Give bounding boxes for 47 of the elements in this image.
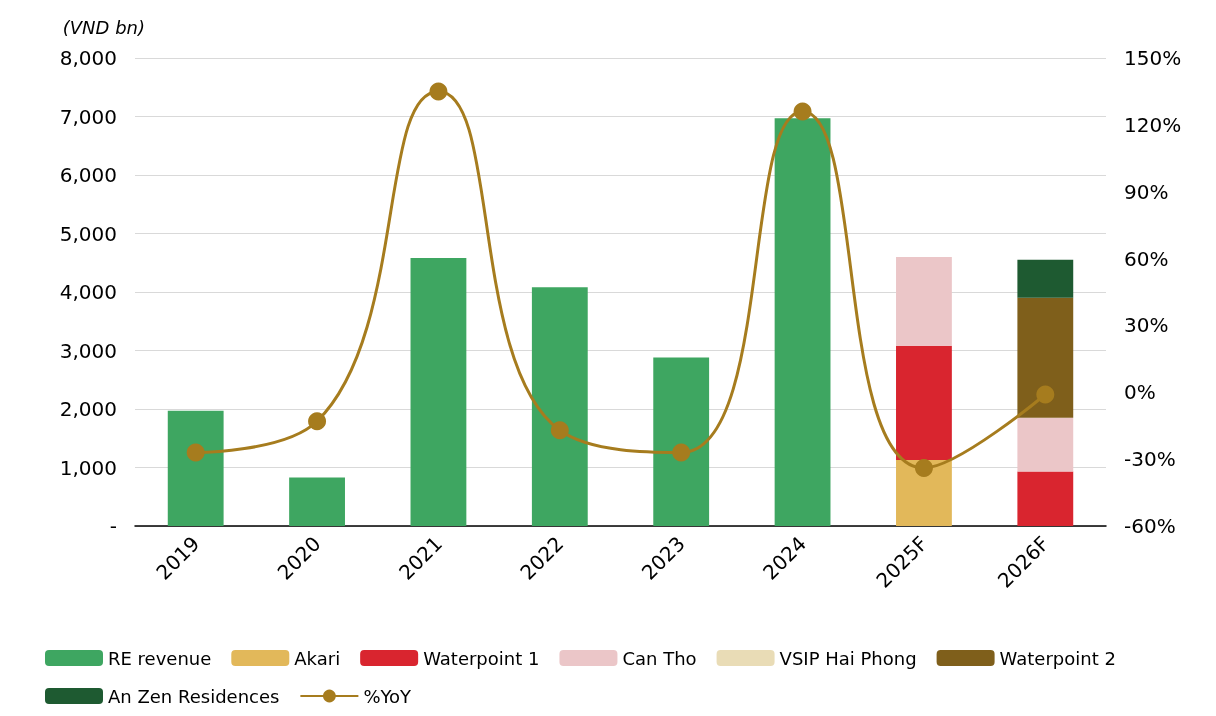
bar bbox=[774, 118, 831, 526]
y-tick-label: 7,000 bbox=[59, 104, 117, 129]
y2-tick-label: 30% bbox=[1124, 313, 1169, 338]
y-tick-label: 5,000 bbox=[59, 221, 117, 246]
y2-tick-label: -30% bbox=[1124, 447, 1176, 472]
point bbox=[793, 102, 812, 121]
y-axis-title: (VND bn) bbox=[62, 16, 145, 38]
bar bbox=[167, 410, 224, 526]
point bbox=[672, 443, 691, 462]
bar bbox=[653, 357, 710, 526]
legend-label: Waterpoint 1 bbox=[423, 647, 540, 669]
bar bbox=[410, 258, 467, 526]
bar bbox=[1017, 259, 1074, 298]
y-tick-label: 4,000 bbox=[59, 280, 117, 304]
y-tick-label: 1,000 bbox=[59, 455, 117, 480]
point bbox=[550, 421, 569, 440]
y-tick-label: 8,000 bbox=[59, 46, 117, 70]
bar bbox=[531, 287, 588, 526]
y2-tick-label: 150% bbox=[1124, 46, 1182, 70]
point bbox=[914, 459, 933, 478]
legend-label: RE revenue bbox=[108, 647, 212, 669]
legend-label: An Zen Residences bbox=[108, 685, 280, 707]
y-tick-label: 2,000 bbox=[59, 397, 117, 421]
y-tick-label: 6,000 bbox=[59, 163, 117, 187]
bar bbox=[1017, 471, 1074, 526]
bar bbox=[1017, 297, 1074, 418]
point bbox=[186, 443, 205, 462]
point bbox=[429, 82, 448, 101]
bar bbox=[1017, 417, 1074, 472]
bar bbox=[896, 459, 952, 526]
y-tick-label: - bbox=[109, 514, 117, 538]
y-tick-label: 3,000 bbox=[59, 338, 117, 363]
legend-label: Waterpoint 2 bbox=[999, 647, 1116, 669]
y2-tick-label: 60% bbox=[1124, 246, 1169, 271]
y2-tick-label: 90% bbox=[1124, 179, 1169, 204]
y2-tick-label: 120% bbox=[1124, 112, 1182, 137]
bar bbox=[896, 345, 952, 460]
legend-label: VSIP Hai Phong bbox=[779, 647, 917, 669]
point bbox=[308, 412, 327, 431]
legend-label: Can Tho bbox=[622, 647, 697, 669]
y2-tick-label: -60% bbox=[1124, 514, 1176, 538]
point bbox=[1036, 385, 1055, 404]
legend-label: %YoY bbox=[363, 685, 413, 707]
y2-tick-label: 0% bbox=[1124, 380, 1156, 405]
bar bbox=[896, 256, 952, 346]
bar bbox=[289, 477, 345, 526]
legend-label: Akari bbox=[294, 647, 341, 669]
